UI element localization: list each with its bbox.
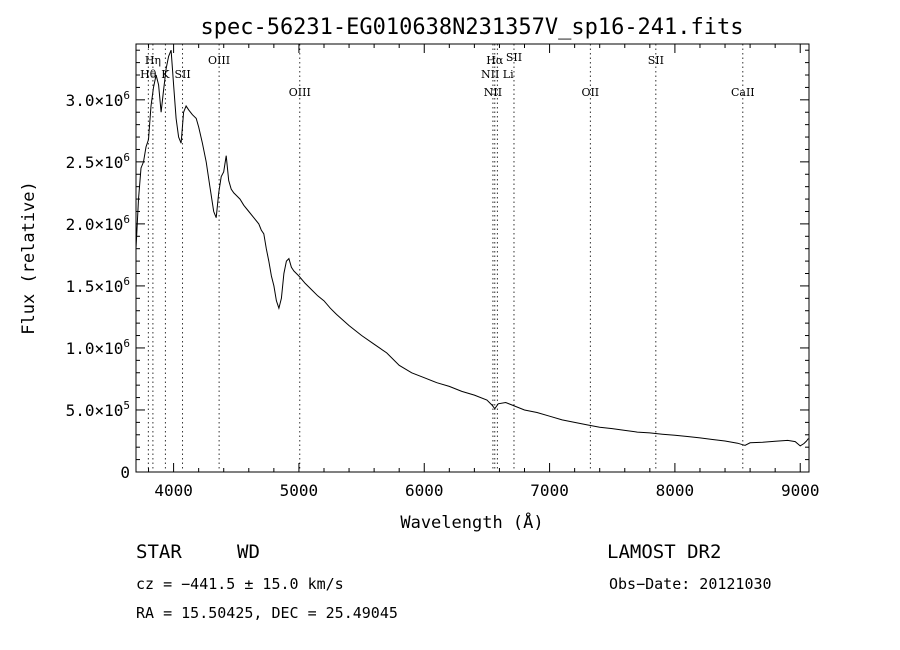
chart-title: spec-56231-EG010638N231357V_sp16-241.fit… [200,15,743,40]
y-tick-label: 0 [120,463,130,482]
line-marker-label: NII Li [481,68,514,81]
x-tick-label: 9000 [781,481,820,500]
line-marker-label: NII [484,86,502,99]
y-tick-label: 2.5×106 [66,151,130,172]
object-subclass: WD [237,541,260,563]
x-tick-label: 6000 [405,481,444,500]
y-tick-label: 1.5×106 [66,275,130,296]
line-marker-label: OIII [208,54,230,67]
line-marker-label: Hα [486,54,504,67]
line-marker-label: OIII [289,86,311,99]
x-axis-label: Wavelength (Å) [400,511,543,533]
y-tick-label: 5.0×105 [66,399,130,420]
line-marker-label: CaII [731,86,755,99]
x-axis: 4000 5000 6000 7000 8000 9000 [148,44,820,500]
x-tick-label: 8000 [656,481,695,500]
survey-name: LAMOST DR2 [607,541,722,563]
redshift-cz: cz = −441.5 ± 15.0 km/s [136,575,344,593]
y-axis: 0 5.0×105 1.0×106 1.5×106 2.0×106 2.5×106 3.0×… [66,49,809,482]
ra-dec-coords: RA = 15.50425, DEC = 25.49045 [136,604,398,622]
line-marker-label: OII [581,86,599,99]
x-tick-label: 7000 [530,481,569,500]
plot-frame [135,43,810,473]
object-class: STAR [136,541,182,563]
obs-date: Obs−Date: 20121030 [609,575,772,593]
spectrum-series-line [135,50,809,447]
line-marker-label: SII [506,51,522,64]
line-marker-label: Hη [145,54,161,67]
x-tick-label: 4000 [154,481,193,500]
x-tick-label: 5000 [280,481,319,500]
y-axis-label: Flux (relative) [19,181,39,335]
line-marker-label: SII [648,54,664,67]
y-tick-label: 2.0×106 [66,213,130,234]
line-marker-label: Hθ [140,68,157,81]
y-tick-label: 1.0×106 [66,337,130,358]
y-tick-label: 3.0×106 [66,89,130,110]
line-marker-label: SII [175,68,191,81]
